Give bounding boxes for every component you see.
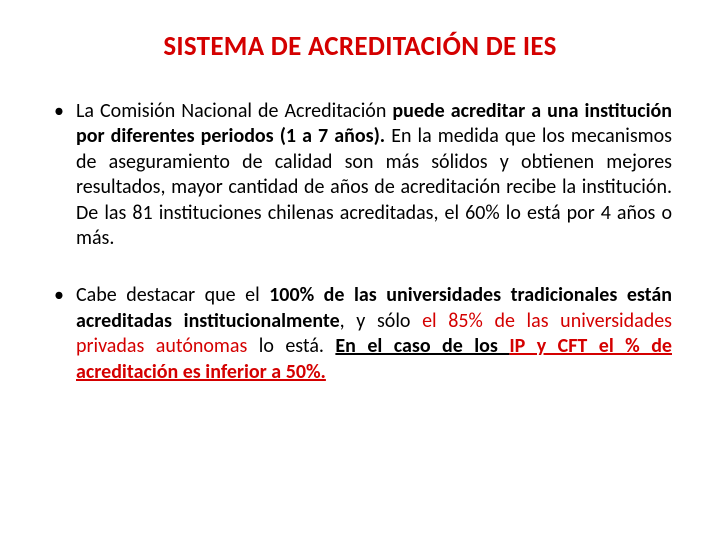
slide-title: SISTEMA DE ACREDITACIÓN DE IES <box>48 30 672 63</box>
bullet2-lead: Cabe destacar que el <box>76 283 269 307</box>
bullet2-mid1: , y sólo <box>340 309 422 333</box>
bullet2-boldu-pre: En el caso de los <box>335 334 509 358</box>
bullet-2: Cabe destacar que el 100% de las univers… <box>48 283 672 385</box>
bullet-list: La Comisión Nacional de Acreditación pue… <box>48 99 672 385</box>
bullet-1: La Comisión Nacional de Acreditación pue… <box>48 99 672 251</box>
bullet1-lead: La Comisión Nacional de Acreditación <box>76 99 392 123</box>
bullet2-mid2: lo está. <box>247 334 335 358</box>
slide: SISTEMA DE ACREDITACIÓN DE IES La Comisi… <box>0 0 720 540</box>
